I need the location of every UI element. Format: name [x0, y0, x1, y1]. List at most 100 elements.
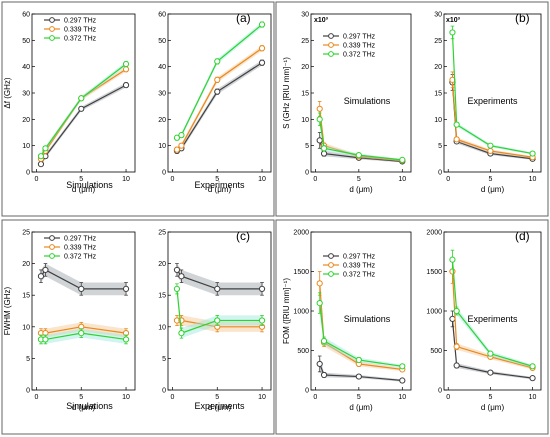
y-tick-label: 2000 — [293, 230, 309, 237]
subplot-experiments: 0 5 10 15 20 25 0 5 10 d (μm)Experiments — [158, 230, 272, 412]
legend: 0.297 THz 0.339 THz 0.372 THz — [44, 235, 97, 261]
error-band — [40, 61, 127, 159]
panel-label: (c) — [236, 229, 250, 243]
axes-box — [31, 231, 136, 391]
axes-box — [443, 13, 542, 173]
subplot-title: Experiments — [194, 401, 245, 411]
data-point — [355, 356, 362, 364]
data-point — [399, 377, 406, 384]
legend-swatch-marker — [49, 35, 55, 41]
y-tick-label: 500 — [297, 348, 309, 355]
legend-entry: 0.339 THz — [64, 245, 97, 252]
subplot-title: Simulations — [66, 401, 113, 411]
x-tick-label: 10 — [258, 394, 266, 401]
x-tick-label: 5 — [79, 394, 83, 401]
data-point — [173, 134, 181, 141]
error-band — [40, 82, 127, 167]
x-tick-label: 10 — [258, 176, 266, 183]
data-point — [78, 330, 85, 337]
data-point — [37, 161, 45, 168]
panel-frame — [1, 1, 275, 217]
y-tick-label: 5 — [305, 143, 309, 150]
y-tick-label: 15 — [22, 293, 30, 300]
legend-entry: 0.339 THz — [343, 263, 376, 270]
y-tick-label: 20 — [22, 261, 30, 268]
x-tick-label: 5 — [357, 176, 361, 183]
data-point — [320, 371, 328, 379]
data-point — [449, 268, 456, 275]
data-point — [320, 150, 328, 157]
x-tick-label: 5 — [357, 394, 361, 401]
y-tick-label: 500 — [430, 348, 442, 355]
y-tick-label: 2000 — [426, 230, 442, 237]
legend-entry: 0.372 THz — [64, 36, 97, 43]
x-tick-label: 10 — [122, 176, 130, 183]
y-tick-label: 1000 — [426, 309, 442, 316]
x-tick-label: 10 — [122, 394, 130, 401]
legend: 0.297 THz 0.339 THz 0.372 THz — [44, 17, 97, 43]
legend-entry: 0.372 THz — [64, 254, 97, 261]
error-band — [40, 322, 127, 338]
x-tick-label: 0 — [446, 176, 450, 183]
y-tick-label: 60 — [22, 12, 30, 19]
data-point — [214, 285, 221, 292]
series-line — [40, 63, 127, 157]
series-line — [451, 79, 533, 158]
y-tick-label: 10 — [301, 117, 309, 124]
y-axis-label: FWHM (GHz) — [3, 286, 12, 335]
data-point — [214, 76, 221, 83]
data-point — [487, 350, 494, 357]
error-band — [176, 60, 263, 154]
data-point — [178, 330, 185, 337]
data-point — [258, 317, 266, 324]
x-tick-label: 5 — [79, 176, 83, 183]
y-tick-label: 0 — [162, 388, 166, 395]
data-point — [487, 142, 494, 149]
data-point — [214, 58, 221, 65]
error-band — [176, 283, 263, 339]
data-point — [78, 285, 85, 292]
legend-swatch-marker — [328, 51, 334, 57]
data-point — [258, 285, 266, 292]
data-point — [320, 337, 328, 345]
data-point — [122, 285, 130, 292]
data-point — [178, 142, 185, 149]
legend-swatch-marker — [49, 235, 55, 241]
x-tick-label: 0 — [35, 394, 39, 401]
x-tick-label: 5 — [215, 394, 219, 401]
error-band — [176, 263, 263, 296]
error-band — [319, 292, 403, 368]
y-tick-label: 30 — [434, 12, 442, 19]
series-line — [451, 318, 533, 379]
data-point — [42, 336, 49, 343]
data-point — [316, 116, 323, 123]
panel-label: (b) — [515, 11, 530, 25]
subplot-simulations: 0 5 10 15 20 25 0 5 10 d (μm)Simulations — [22, 230, 136, 412]
y-tick-label: 10 — [22, 324, 30, 331]
legend-swatch-marker — [49, 244, 55, 250]
y-tick-label: 50 — [22, 38, 30, 45]
data-point — [529, 363, 536, 370]
error-band — [40, 328, 127, 344]
x-axis-label: d (μm) — [208, 185, 232, 194]
y-multiplier: x10³ — [446, 17, 461, 24]
legend: 0.297 THz 0.339 THz 0.372 THz — [323, 33, 376, 59]
y-tick-label: 15 — [301, 91, 309, 98]
error-band — [176, 21, 263, 141]
data-point — [173, 146, 181, 153]
series-line — [451, 32, 533, 155]
series-line — [40, 269, 127, 290]
legend-swatch-marker — [328, 33, 334, 39]
panel-frame — [275, 1, 549, 217]
x-tick-label: 10 — [529, 394, 537, 401]
y-tick-label: 40 — [22, 64, 30, 71]
panel-label: (d) — [515, 229, 530, 243]
legend-entry: 0.372 THz — [343, 272, 376, 279]
data-point — [453, 136, 460, 143]
y-tick-label: 10 — [434, 117, 442, 124]
data-point — [316, 360, 323, 368]
y-multiplier: x10³ — [314, 17, 329, 24]
